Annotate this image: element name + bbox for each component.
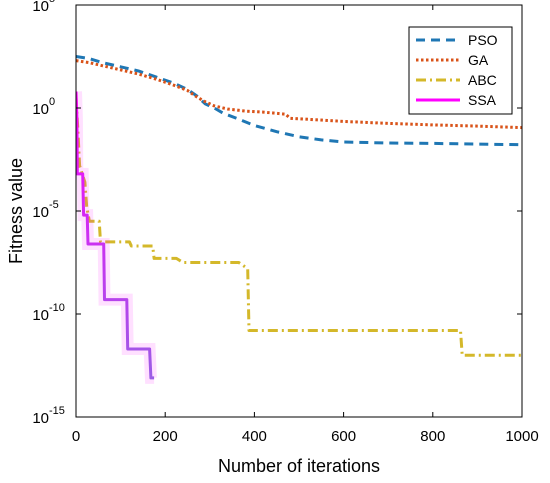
y-tick-exponent: 5 (49, 0, 55, 5)
y-tick-label: 10 (32, 101, 49, 118)
y-tick-exponent: -15 (49, 405, 65, 417)
y-tick-base: 10 (32, 204, 49, 221)
x-tick-label: 1000 (505, 428, 538, 445)
legend-label-pso: PSO (468, 32, 498, 48)
x-axis: 0 200 400 600 800 1000 (72, 5, 539, 445)
x-tick-label: 200 (153, 428, 178, 445)
y-tick-label: 10 (32, 307, 49, 324)
y-tick-label: 10 (32, 0, 49, 15)
legend-label-ssa: SSA (468, 92, 497, 108)
x-axis-label: Number of iterations (218, 456, 380, 476)
y-tick-label: 10 (32, 204, 49, 221)
series-line-abc (76, 97, 522, 357)
y-tick-exponent: 0 (49, 96, 55, 108)
x-tick-label: 600 (331, 428, 356, 445)
y-tick-exponent: -10 (49, 302, 65, 314)
series-layer (76, 55, 522, 384)
y-tick-base: 10 (32, 101, 49, 118)
legend: PSO GA ABC SSA (408, 26, 513, 115)
y-tick-label: 10 (32, 410, 49, 427)
y-tick-base: 10 (32, 410, 49, 427)
series-line-ga (76, 59, 522, 130)
y-tick-base: 10 (32, 0, 49, 15)
series-line-ssa (76, 91, 155, 380)
series-line-pso (76, 55, 522, 147)
y-axis-label: Fitness value (6, 158, 26, 264)
legend-label-ga: GA (468, 52, 489, 68)
x-tick-label: 400 (242, 428, 267, 445)
y-tick-exponent: -5 (49, 199, 59, 211)
x-tick-label: 0 (72, 428, 80, 445)
y-tick-base: 10 (32, 307, 49, 324)
x-tick-label: 800 (420, 428, 445, 445)
legend-label-abc: ABC (468, 72, 497, 88)
